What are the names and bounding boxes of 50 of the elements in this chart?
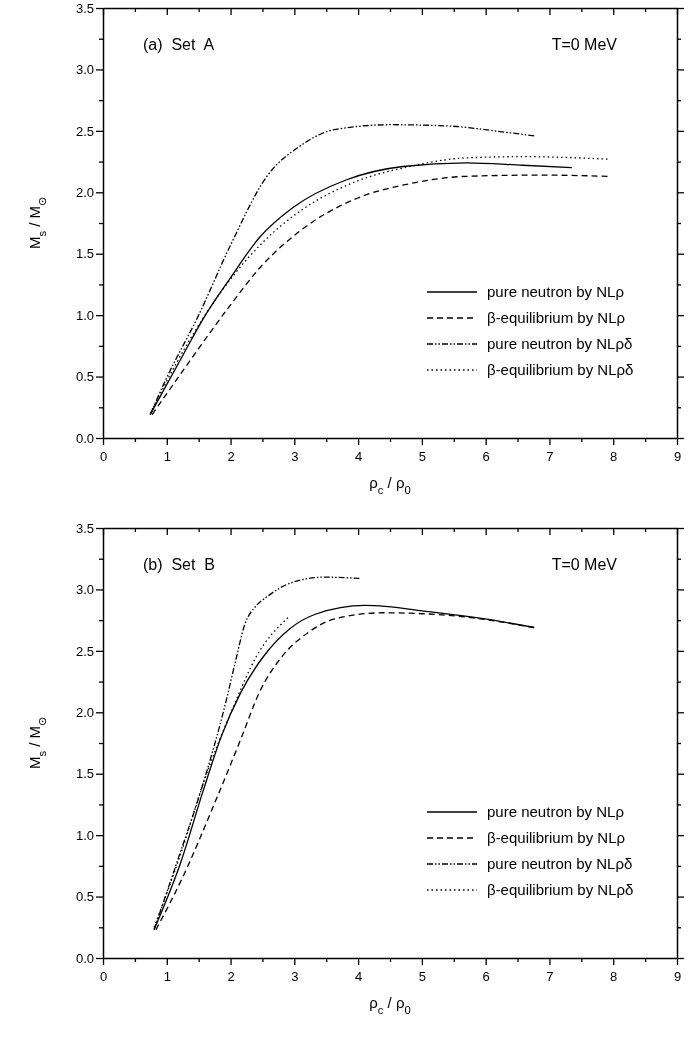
x-tick-label: 6 [482, 969, 490, 985]
y-tick-label: 1.0 [75, 827, 94, 843]
x-tick-label: 8 [610, 969, 618, 985]
y-tick-label: 3.5 [75, 520, 94, 536]
y-tick-label: 0.0 [75, 950, 94, 966]
legend-label: pure neutron by NLρ [487, 283, 624, 300]
annotation: (a) Set A [143, 36, 215, 53]
x-tick-label: 7 [546, 969, 554, 985]
y-tick-label: 2.5 [75, 643, 94, 659]
x-tick-label: 7 [546, 449, 554, 465]
x-tick-label: 1 [163, 969, 171, 985]
x-tick-label: 2 [227, 969, 235, 985]
annotation: T=0 MeV [551, 556, 618, 573]
legend-label: β-equilibrium by NLρδ [487, 361, 634, 378]
y-tick-label: 2.5 [75, 123, 94, 139]
x-tick-label: 5 [418, 969, 427, 985]
x-tick-label: 5 [418, 449, 427, 465]
legend-label: pure neutron by NLρδ [487, 335, 633, 352]
y-tick-label: 3.0 [75, 62, 94, 78]
x-tick-label: 0 [99, 969, 108, 985]
y-tick-label: 1.5 [75, 246, 94, 262]
x-tick-label: 6 [482, 449, 490, 465]
y-tick-label: 3.0 [75, 582, 94, 598]
y-tick-label: 3.5 [75, 0, 94, 16]
annotation: (b) Set B [143, 556, 216, 573]
legend-label: β-equilibrium by NLρδ [487, 881, 634, 898]
legend-label: pure neutron by NLρδ [487, 855, 633, 872]
x-tick-label: 0 [99, 449, 108, 465]
x-tick-label: 2 [227, 449, 235, 465]
legend-label: β-equilibrium by NLρ [487, 829, 626, 846]
x-tick-label: 8 [610, 449, 618, 465]
x-tick-label: 9 [673, 969, 682, 985]
y-tick-label: 2.0 [75, 704, 94, 720]
x-axis-title: ρ$_{c}$ / ρ$_{0}$ [369, 994, 411, 1016]
y-tick-label: 0.5 [75, 889, 94, 905]
x-tick-label: 4 [354, 969, 363, 985]
x-tick-label: 9 [673, 449, 682, 465]
y-tick-label: 1.5 [75, 766, 94, 782]
x-tick-label: 3 [291, 969, 299, 985]
legend-label: β-equilibrium by NLρ [487, 309, 626, 326]
y-tick-label: 0.5 [75, 369, 94, 385]
legend-label: pure neutron by NLρ [487, 803, 624, 820]
x-axis-title: ρ$_{c}$ / ρ$_{0}$ [369, 474, 411, 496]
y-tick-label: 0.0 [75, 430, 94, 446]
x-tick-label: 4 [354, 449, 363, 465]
annotation: T=0 MeV [551, 36, 618, 53]
y-tick-label: 2.0 [75, 184, 94, 200]
y-tick-label: 1.0 [75, 307, 94, 323]
x-tick-label: 3 [291, 449, 299, 465]
x-tick-label: 1 [163, 449, 171, 465]
